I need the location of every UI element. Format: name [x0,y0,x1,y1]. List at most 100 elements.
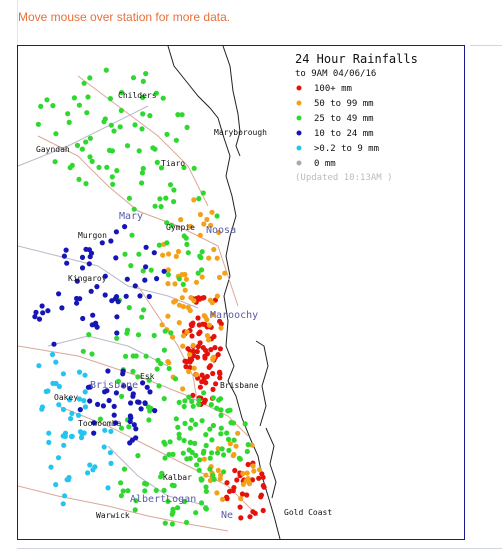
rain-station[interactable] [184,241,190,247]
rain-station[interactable] [169,222,175,228]
rain-station[interactable] [171,483,177,489]
rain-station[interactable] [184,358,190,365]
rain-station[interactable] [179,272,185,278]
rain-station[interactable] [224,430,230,436]
rain-station[interactable] [199,249,205,255]
rain-station[interactable] [128,400,134,406]
rain-station[interactable] [136,251,142,257]
rain-station[interactable] [139,180,145,186]
rain-station[interactable] [89,351,95,357]
rain-station[interactable] [176,399,182,405]
rain-station[interactable] [146,417,152,423]
rain-station[interactable] [130,391,136,397]
rain-station[interactable] [161,268,167,274]
rain-station[interactable] [181,164,187,171]
rain-station[interactable] [237,456,243,462]
rain-station[interactable] [192,440,198,446]
rain-station[interactable] [180,386,186,392]
rain-station[interactable] [88,288,94,294]
rain-station[interactable] [85,470,91,476]
rain-station[interactable] [214,293,220,299]
rain-station[interactable] [61,442,67,448]
rain-station[interactable] [165,267,171,273]
rain-station[interactable] [119,393,125,399]
rain-station[interactable] [185,304,191,310]
rain-station[interactable] [193,372,200,378]
rain-station[interactable] [226,447,232,453]
rain-station[interactable] [175,424,181,430]
rain-station[interactable] [114,330,120,336]
rain-station[interactable] [96,164,102,170]
rain-station[interactable] [65,477,72,483]
rain-station[interactable] [88,250,95,256]
rain-station[interactable] [180,333,187,339]
rain-station[interactable] [181,233,187,239]
rain-station[interactable] [75,412,82,418]
rain-station[interactable] [200,450,206,456]
rain-station[interactable] [45,388,51,394]
rain-station[interactable] [78,435,85,441]
rain-station[interactable] [80,315,86,322]
rain-station[interactable] [152,203,158,209]
rain-station[interactable] [79,265,86,271]
rain-station[interactable] [191,298,197,304]
rain-station[interactable] [197,211,203,218]
rain-station[interactable] [198,477,204,483]
rain-station[interactable] [210,370,216,377]
rain-station[interactable] [50,103,56,109]
rain-station[interactable] [216,397,222,403]
rain-station[interactable] [210,355,216,361]
rain-station[interactable] [130,353,136,359]
rain-station[interactable] [115,378,121,384]
rain-station[interactable] [139,314,145,320]
rain-station[interactable] [119,89,125,96]
rain-station[interactable] [84,110,90,116]
rain-station[interactable] [201,313,207,319]
rain-station[interactable] [40,310,46,316]
rain-station[interactable] [50,380,56,386]
rain-station[interactable] [132,283,138,289]
rain-station[interactable] [187,223,193,229]
rain-station[interactable] [245,442,251,448]
rain-station[interactable] [240,470,246,477]
rain-station[interactable] [206,255,212,261]
rain-station[interactable] [153,90,159,96]
rain-station[interactable] [36,316,43,322]
rain-station[interactable] [83,246,89,252]
rain-station[interactable] [114,168,120,174]
rain-station[interactable] [259,471,265,477]
rain-station[interactable] [163,195,169,201]
rain-station[interactable] [224,494,230,500]
rain-station[interactable] [231,451,237,458]
rain-station[interactable] [36,363,42,369]
rain-station[interactable] [158,165,165,171]
rain-station[interactable] [180,450,186,456]
rain-station[interactable] [203,442,209,449]
rain-station[interactable] [237,504,243,510]
rain-station[interactable] [71,95,77,101]
rain-station[interactable] [238,496,244,502]
rain-station[interactable] [127,440,133,446]
rain-station[interactable] [142,277,148,283]
rain-station[interactable] [183,519,190,525]
rain-station[interactable] [85,94,91,100]
rain-station[interactable] [165,272,171,278]
rain-station[interactable] [230,488,236,494]
rain-station[interactable] [35,121,41,127]
rain-station[interactable] [39,303,45,309]
rain-station[interactable] [67,165,73,171]
rain-station[interactable] [154,159,160,165]
rain-station[interactable] [102,273,108,279]
rain-station[interactable] [87,398,93,404]
rain-station[interactable] [152,408,158,414]
rain-station[interactable] [200,345,206,351]
rain-station[interactable] [209,437,215,443]
rain-station[interactable] [160,252,166,258]
rain-station[interactable] [53,359,59,365]
rain-station[interactable] [132,122,138,128]
rain-station[interactable] [139,126,145,132]
rain-station[interactable] [189,417,195,423]
rain-station[interactable] [208,402,214,408]
rain-station[interactable] [38,103,44,109]
rain-station[interactable] [199,267,205,273]
